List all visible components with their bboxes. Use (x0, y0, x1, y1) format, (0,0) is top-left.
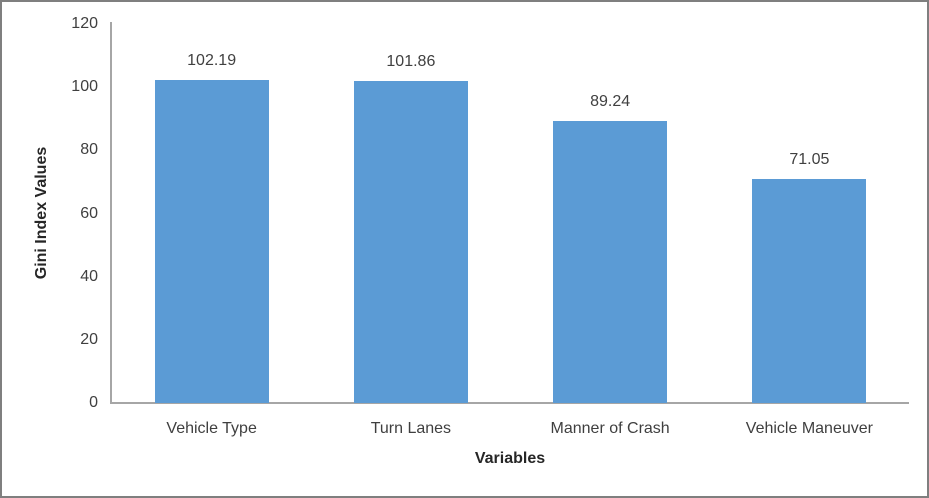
x-axis-title: Variables (474, 450, 546, 467)
y-tick-label: 100 (71, 78, 98, 96)
x-axis-line (110, 402, 909, 404)
x-category-label: Manner of Crash (550, 420, 670, 437)
bar-0 (154, 80, 269, 403)
y-tick-label: 40 (80, 267, 98, 285)
bar-value-label: 89.24 (590, 93, 631, 111)
bar-value-label: 71.05 (789, 150, 830, 168)
y-tick-label: 80 (80, 141, 98, 159)
x-category-label: Turn Lanes (370, 420, 452, 437)
bar-1 (353, 81, 468, 403)
y-tick-label: 20 (80, 330, 98, 348)
bar-3 (752, 178, 867, 403)
bar-2 (553, 121, 668, 403)
x-category-label: Vehicle Maneuver (745, 420, 873, 437)
y-tick-label: 120 (71, 15, 98, 32)
x-category-label: Vehicle Type (166, 420, 257, 437)
y-tick-label: 0 (89, 394, 98, 411)
y-axis-line (110, 22, 112, 403)
y-tick-label: 60 (80, 204, 98, 222)
bar-value-label: 102.19 (187, 52, 237, 70)
bar-value-label: 101.86 (386, 53, 436, 71)
